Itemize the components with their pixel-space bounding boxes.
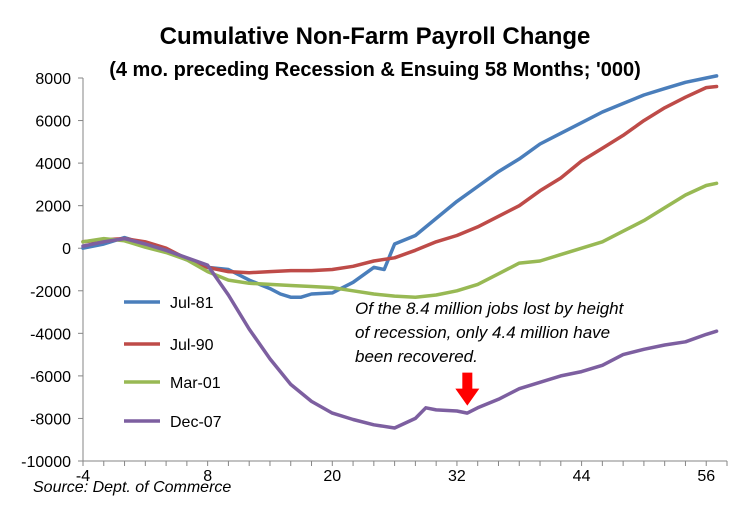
y-tick-label: 2000 <box>35 199 71 216</box>
legend-label-dec-07: Dec-07 <box>170 414 222 431</box>
legend-label-mar-01: Mar-01 <box>170 375 221 392</box>
y-tick-label: -10000 <box>21 454 71 471</box>
annotation-line-2: of recession, only 4.4 million have <box>355 323 610 342</box>
y-tick-label: -8000 <box>30 411 71 428</box>
chart-annotation: Of the 8.4 million jobs lost by height o… <box>355 299 625 406</box>
legend-label-jul-81: Jul-81 <box>170 295 214 312</box>
x-tick-label: 44 <box>573 468 591 485</box>
source-note: Source: Dept. of Commerce <box>33 479 231 496</box>
y-tick-label: -2000 <box>30 284 71 301</box>
y-tick-label: 4000 <box>35 156 71 173</box>
y-tick-label: 8000 <box>35 71 71 88</box>
annotation-line-1: Of the 8.4 million jobs lost by height <box>355 299 625 318</box>
x-tick-label: 32 <box>448 468 466 485</box>
x-tick-label: 20 <box>323 468 341 485</box>
series-line-dec-07 <box>81 236 719 430</box>
y-tick-label: -6000 <box>30 369 71 386</box>
annotation-line-3: been recovered. <box>355 347 478 366</box>
chart-subtitle: (4 mo. preceding Recession & Ensuing 58 … <box>109 59 641 81</box>
chart-axes: -10000 -8000 -6000 -4000 -2000 0 2000 4000 6000 8… <box>21 71 728 485</box>
red-arrow-icon <box>455 372 480 406</box>
chart-title: Cumulative Non-Farm Payroll Change <box>160 23 591 50</box>
chart-series <box>81 74 719 430</box>
series-line-jul-90 <box>81 84 719 275</box>
x-tick-label: 8 <box>203 468 212 485</box>
x-tick-label: 56 <box>697 468 715 485</box>
series-line-jul-81 <box>81 74 719 299</box>
y-tick-label: -4000 <box>30 326 71 343</box>
y-tick-label: 6000 <box>35 114 71 131</box>
y-tick-label: 0 <box>62 241 71 258</box>
legend-label-jul-90: Jul-90 <box>170 337 214 354</box>
chart-legend: Jul-81 Jul-90 Mar-01 Dec-07 <box>124 295 222 431</box>
x-tick-label: -4 <box>76 468 90 485</box>
series-line-mar-01 <box>81 181 719 299</box>
